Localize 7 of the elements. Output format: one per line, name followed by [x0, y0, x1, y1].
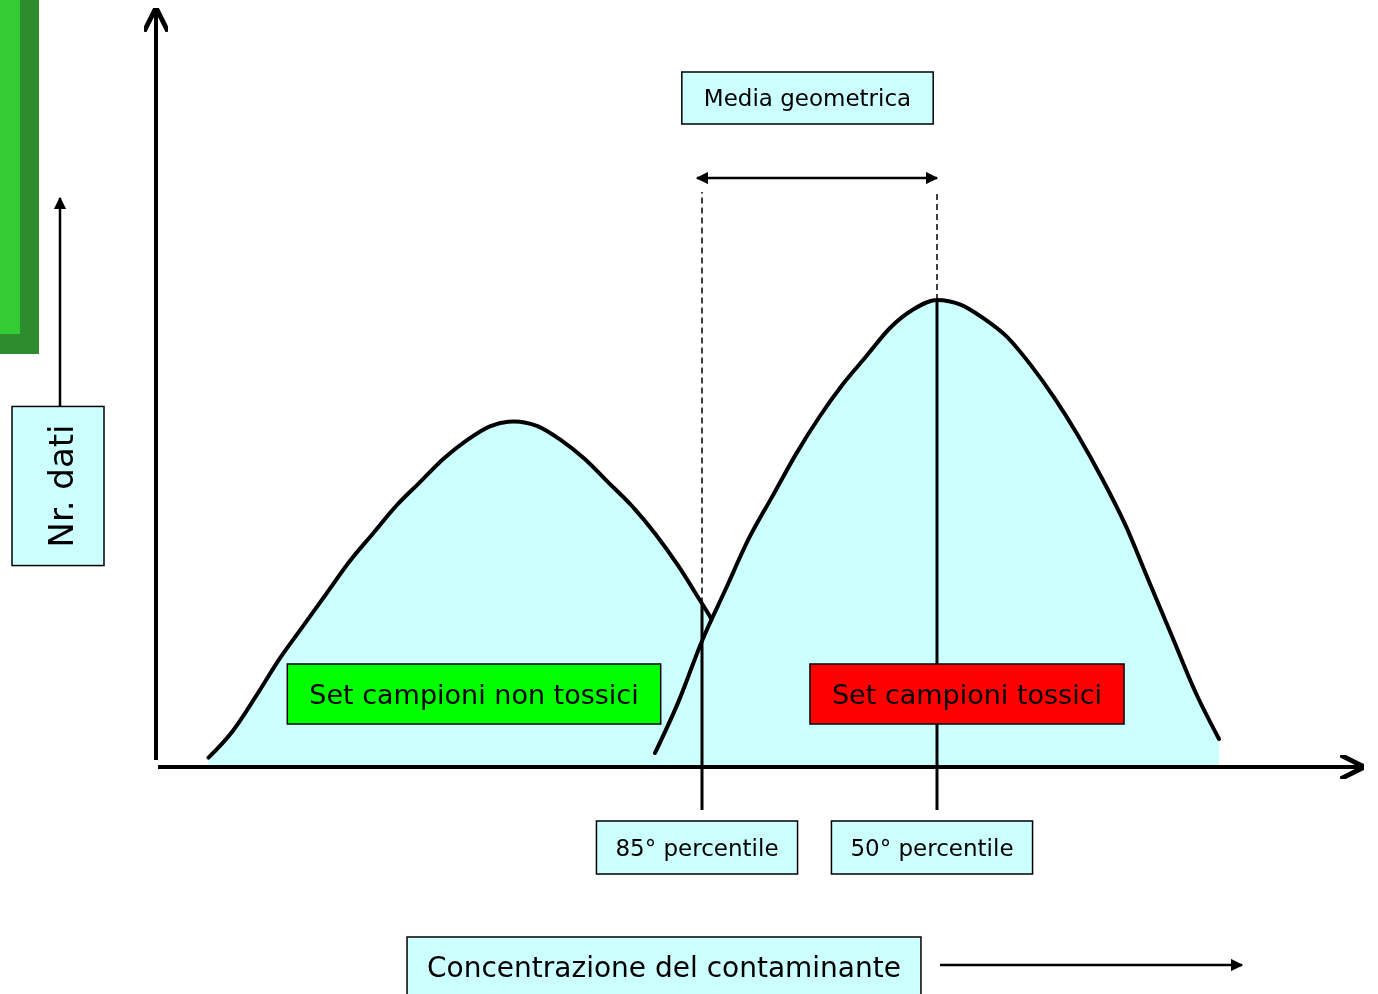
series-label: Set campioni non tossici: [309, 679, 639, 710]
text: 85° percentile: [615, 835, 779, 861]
text: 50° percentile: [850, 835, 1014, 861]
series-label: Set campioni tossici: [831, 679, 1103, 710]
text: Concentrazione del contaminante: [427, 951, 901, 984]
y-axis-title: Nr. dati: [41, 424, 81, 548]
text: Media geometrica: [703, 85, 912, 111]
